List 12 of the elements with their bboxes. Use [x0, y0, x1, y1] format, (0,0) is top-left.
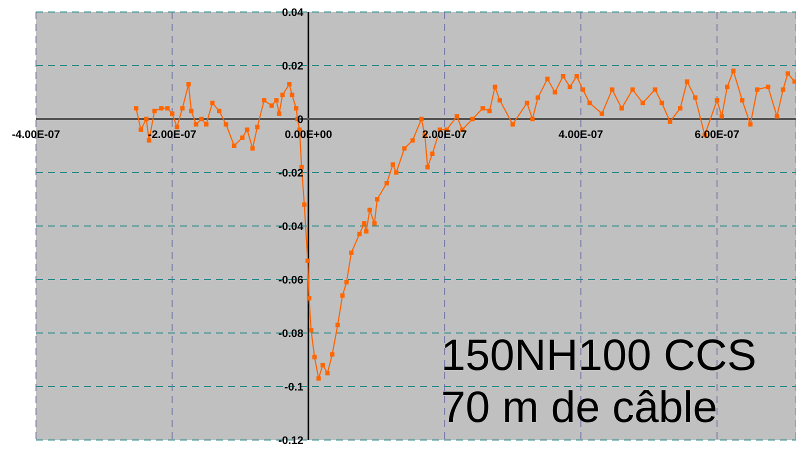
y-tick-label: -0.1 — [284, 382, 304, 394]
y-tick-label: 0.02 — [282, 60, 304, 72]
x-tick-label: 6.00E-07 — [694, 129, 740, 141]
y-tick-label: 0.04 — [282, 7, 304, 19]
y-tick-label: 0 — [297, 114, 304, 126]
y-tick-label: -0.06 — [278, 274, 304, 286]
x-tick-label: 4.00E-07 — [558, 129, 604, 141]
y-tick-label: -0.12 — [278, 435, 304, 447]
y-tick-label: -0.08 — [278, 328, 304, 340]
annotation: 70 m de câble — [441, 382, 718, 434]
x-tick-label: -4.00E-07 — [12, 129, 60, 141]
annotation: 150NH100 CCS — [441, 330, 756, 382]
